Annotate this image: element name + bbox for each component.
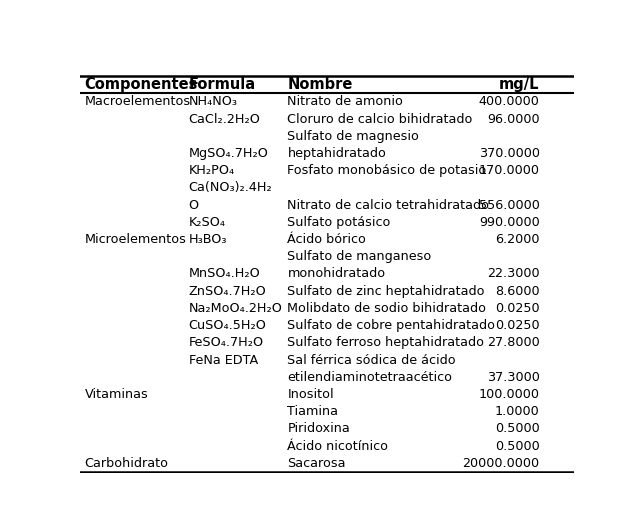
Text: 100.0000: 100.0000 xyxy=(478,388,540,401)
Text: Cloruro de calcio bihidratado: Cloruro de calcio bihidratado xyxy=(287,113,473,126)
Text: ZnSO₄.7H₂O: ZnSO₄.7H₂O xyxy=(189,285,266,298)
Text: CaCl₂.2H₂O: CaCl₂.2H₂O xyxy=(189,113,260,126)
Text: Microelementos: Microelementos xyxy=(85,233,186,246)
Text: Piridoxina: Piridoxina xyxy=(287,422,350,435)
Text: FeNa EDTA: FeNa EDTA xyxy=(189,353,258,367)
Text: etilendiaminotetraacético: etilendiaminotetraacético xyxy=(287,371,452,384)
Text: Fosfato monobásico de potasio: Fosfato monobásico de potasio xyxy=(287,164,487,177)
Text: monohidratado: monohidratado xyxy=(287,268,385,280)
Text: Sulfato potásico: Sulfato potásico xyxy=(287,216,391,229)
Text: MnSO₄.H₂O: MnSO₄.H₂O xyxy=(189,268,260,280)
Text: 37.3000: 37.3000 xyxy=(487,371,540,384)
Text: Sal férrica sódica de ácido: Sal férrica sódica de ácido xyxy=(287,353,456,367)
Text: 27.8000: 27.8000 xyxy=(487,336,540,350)
Text: Sulfato de manganeso: Sulfato de manganeso xyxy=(287,250,432,263)
Text: MgSO₄.7H₂O: MgSO₄.7H₂O xyxy=(189,147,269,160)
Text: Sulfato ferroso heptahidratado: Sulfato ferroso heptahidratado xyxy=(287,336,484,350)
Text: Nombre: Nombre xyxy=(287,77,353,92)
Text: mg/L: mg/L xyxy=(499,77,540,92)
Text: Molibdato de sodio bihidratado: Molibdato de sodio bihidratado xyxy=(287,302,486,315)
Text: Sacarosa: Sacarosa xyxy=(287,457,346,470)
Text: Na₂MoO₄.2H₂O: Na₂MoO₄.2H₂O xyxy=(189,302,283,315)
Text: O: O xyxy=(189,198,198,212)
Text: Tiamina: Tiamina xyxy=(287,405,338,418)
Text: Vitaminas: Vitaminas xyxy=(85,388,149,401)
Text: 22.3000: 22.3000 xyxy=(487,268,540,280)
Text: heptahidratado: heptahidratado xyxy=(287,147,386,160)
Text: Macroelementos: Macroelementos xyxy=(85,95,191,109)
Text: Componentes: Componentes xyxy=(85,77,198,92)
Text: 990.0000: 990.0000 xyxy=(479,216,540,229)
Text: Ca(NO₃)₂.4H₂: Ca(NO₃)₂.4H₂ xyxy=(189,181,272,195)
Text: Ácido bórico: Ácido bórico xyxy=(287,233,366,246)
Text: Sulfato de cobre pentahidratado: Sulfato de cobre pentahidratado xyxy=(287,319,496,332)
Text: Formula: Formula xyxy=(189,77,256,92)
Text: 0.5000: 0.5000 xyxy=(495,422,540,435)
Text: CuSO₄.5H₂O: CuSO₄.5H₂O xyxy=(189,319,267,332)
Text: K₂SO₄: K₂SO₄ xyxy=(189,216,225,229)
Text: 0.5000: 0.5000 xyxy=(495,439,540,453)
Text: 370.0000: 370.0000 xyxy=(478,147,540,160)
Text: 170.0000: 170.0000 xyxy=(478,164,540,177)
Text: Inositol: Inositol xyxy=(287,388,334,401)
Text: H₃BO₃: H₃BO₃ xyxy=(189,233,227,246)
Text: 96.0000: 96.0000 xyxy=(487,113,540,126)
Text: FeSO₄.7H₂O: FeSO₄.7H₂O xyxy=(189,336,263,350)
Text: 400.0000: 400.0000 xyxy=(478,95,540,109)
Text: 6.2000: 6.2000 xyxy=(495,233,540,246)
Text: Sulfato de zinc heptahidratado: Sulfato de zinc heptahidratado xyxy=(287,285,485,298)
Text: NH₄NO₃: NH₄NO₃ xyxy=(189,95,237,109)
Text: KH₂PO₄: KH₂PO₄ xyxy=(189,164,235,177)
Text: Nitrato de calcio tetrahidratado: Nitrato de calcio tetrahidratado xyxy=(287,198,489,212)
Text: 0.0250: 0.0250 xyxy=(495,302,540,315)
Text: 1.0000: 1.0000 xyxy=(495,405,540,418)
Text: 556.0000: 556.0000 xyxy=(478,198,540,212)
Text: Nitrato de amonio: Nitrato de amonio xyxy=(287,95,403,109)
Text: Carbohidrato: Carbohidrato xyxy=(85,457,168,470)
Text: Ácido nicotínico: Ácido nicotínico xyxy=(287,439,389,453)
Text: 20000.0000: 20000.0000 xyxy=(463,457,540,470)
Text: 0.0250: 0.0250 xyxy=(495,319,540,332)
Text: 8.6000: 8.6000 xyxy=(495,285,540,298)
Text: Sulfato de magnesio: Sulfato de magnesio xyxy=(287,130,419,143)
